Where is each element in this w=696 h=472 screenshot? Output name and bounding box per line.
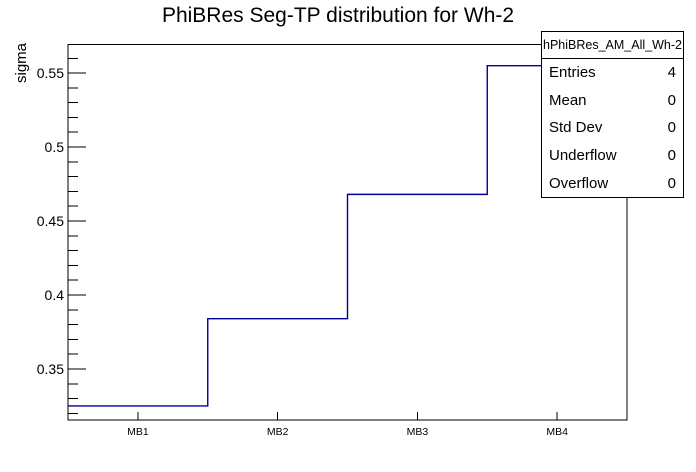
- stats-value: 0: [667, 91, 676, 109]
- y-tick-label: 0.4: [45, 287, 65, 303]
- stats-label: Entries: [549, 64, 596, 82]
- x-tick-label: MB1: [127, 426, 149, 438]
- x-tick-label: MB4: [546, 426, 568, 438]
- stats-row: Underflow 0: [542, 142, 683, 170]
- stats-value: 0: [667, 174, 676, 192]
- stats-label: Mean: [549, 91, 587, 109]
- stats-value: 0: [667, 119, 676, 137]
- stats-row: Entries 4: [542, 59, 683, 87]
- stats-value: 0: [667, 147, 676, 165]
- stats-row: Std Dev 0: [542, 114, 683, 142]
- stats-rows: Entries 4 Mean 0 Std Dev 0 Underflow 0 O…: [542, 59, 683, 197]
- stats-label: Overflow: [549, 174, 609, 192]
- stats-row: Overflow 0: [542, 169, 683, 197]
- y-tick-label: 0.35: [37, 361, 64, 377]
- chart-title: PhiBRes Seg-TP distribution for Wh-2: [161, 4, 515, 27]
- y-tick-label: 0.5: [45, 139, 65, 155]
- x-tick-label: MB3: [407, 426, 429, 438]
- stats-label: Std Dev: [549, 119, 603, 137]
- stats-label: Underflow: [549, 147, 617, 165]
- plot-frame: [67, 44, 628, 421]
- stats-box: hPhiBRes_AM_All_Wh-2 Entries 4 Mean 0 St…: [541, 31, 684, 198]
- stats-value: 4: [667, 64, 676, 82]
- x-tick-label: MB2: [267, 426, 289, 438]
- y-tick-label: 0.55: [37, 65, 64, 81]
- histogram-line: [68, 64, 627, 407]
- y-tick-label: 0.45: [37, 213, 64, 229]
- stats-row: Mean 0: [542, 87, 683, 115]
- stats-box-title: hPhiBRes_AM_All_Wh-2: [542, 32, 683, 59]
